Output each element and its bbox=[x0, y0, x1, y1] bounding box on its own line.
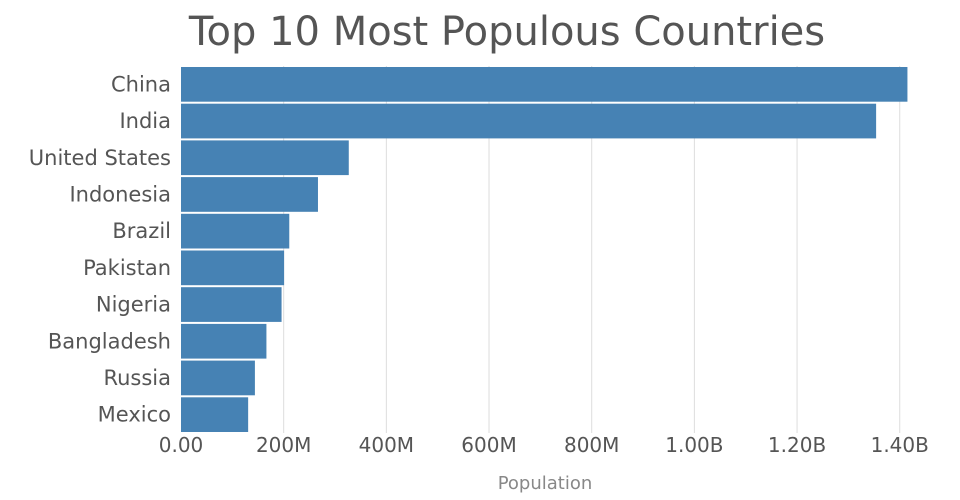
bars bbox=[181, 67, 908, 432]
bar-china bbox=[181, 67, 908, 102]
bar-bangladesh bbox=[181, 323, 267, 359]
category-labels: China India United States Indonesia Brazil Pa… bbox=[29, 72, 171, 426]
x-tick-label: 1.00B bbox=[665, 433, 723, 457]
x-tick-label: 0.00 bbox=[159, 433, 204, 457]
bar-united-states bbox=[181, 140, 349, 176]
bar-mexico bbox=[181, 397, 249, 432]
category-label: Bangladesh bbox=[48, 329, 171, 353]
x-tick-label: 400M bbox=[359, 433, 414, 457]
x-tick-label: 600M bbox=[461, 433, 516, 457]
bar-pakistan bbox=[181, 250, 285, 286]
x-tick-label: 1.20B bbox=[768, 433, 826, 457]
x-axis-title: Population bbox=[498, 473, 593, 494]
x-tick-label: 200M bbox=[256, 433, 311, 457]
category-label: Brazil bbox=[112, 219, 171, 243]
bar-russia bbox=[181, 360, 255, 396]
category-label: China bbox=[111, 72, 171, 96]
bar-india bbox=[181, 103, 877, 139]
x-tick-label: 1.40B bbox=[871, 433, 929, 457]
category-label: Pakistan bbox=[83, 256, 171, 280]
x-tick-label: 800M bbox=[564, 433, 619, 457]
x-tick-labels: 0.00 200M 400M 600M 800M 1.00B 1.20B 1.40B bbox=[159, 433, 929, 457]
category-label: Mexico bbox=[98, 403, 171, 427]
category-label: India bbox=[119, 109, 171, 133]
category-label: Russia bbox=[103, 366, 171, 390]
bar-brazil bbox=[181, 213, 290, 249]
bar-indonesia bbox=[181, 177, 318, 212]
category-label: Indonesia bbox=[69, 182, 171, 206]
category-label: United States bbox=[29, 146, 171, 170]
category-label: Nigeria bbox=[96, 293, 171, 317]
chart-title: Top 10 Most Populous Countries bbox=[188, 9, 825, 55]
bar-nigeria bbox=[181, 287, 282, 322]
